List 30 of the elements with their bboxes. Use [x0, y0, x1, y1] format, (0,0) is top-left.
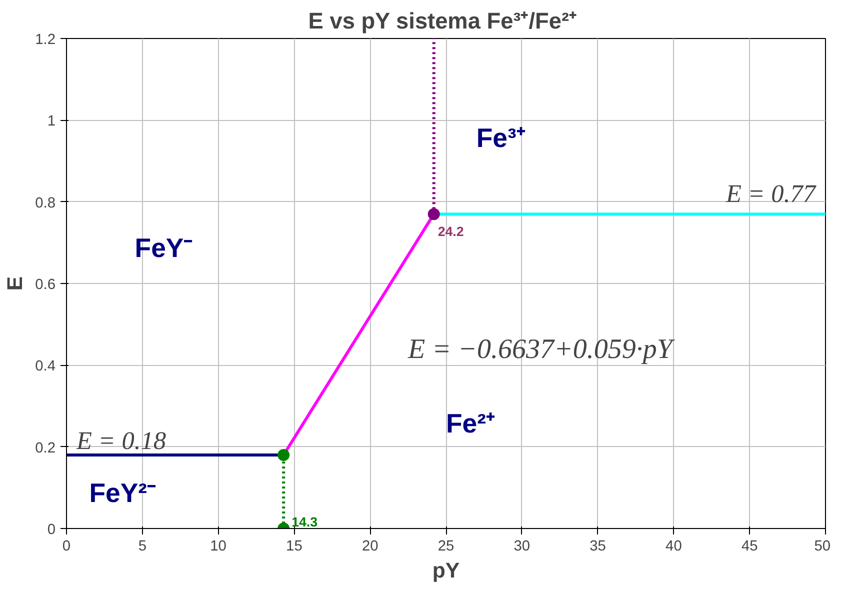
y-tick-label: 0.6: [35, 277, 56, 293]
annotation: E = 0.18: [76, 427, 166, 455]
y-tick-label: 0.2: [35, 440, 56, 456]
x-tick-label: 40: [666, 538, 682, 554]
annotation: E = −0.6637+0.059·pY: [407, 334, 676, 366]
x-tick-label: 45: [741, 538, 758, 554]
x-tick-label: 25: [438, 538, 454, 554]
x-tick-label: 35: [590, 538, 606, 554]
annotation: 14.3: [292, 514, 318, 530]
annotation: 24.2: [438, 224, 464, 240]
y-axis-title: E: [3, 276, 28, 291]
chart-title: E vs pY sistema Fe³⁺/Fe²⁺: [308, 8, 577, 34]
annotation: E = 0.77: [724, 180, 817, 208]
x-tick-label: 30: [514, 538, 530, 554]
x-axis-title: pY: [432, 558, 460, 582]
y-tick-label: 1.2: [35, 32, 56, 48]
annotation: Fe³⁺: [476, 122, 526, 153]
y-tick-label: 0.8: [35, 195, 56, 212]
x-tick-label: 10: [210, 538, 226, 554]
y-tick-label: 0.4: [35, 358, 56, 375]
annotation: FeY²⁻: [89, 478, 156, 508]
x-tick-label: 0: [62, 538, 71, 554]
x-tick-label: 50: [814, 538, 831, 554]
y-tick-label: 0: [47, 522, 56, 538]
x-tick-label: 15: [286, 538, 302, 554]
annotation: Fe²⁺: [446, 408, 495, 439]
y-tick-label: 1: [47, 114, 56, 130]
x-tick-label: 5: [138, 538, 146, 554]
annotation: FeY⁻: [134, 233, 193, 264]
x-tick-label: 20: [362, 538, 378, 554]
